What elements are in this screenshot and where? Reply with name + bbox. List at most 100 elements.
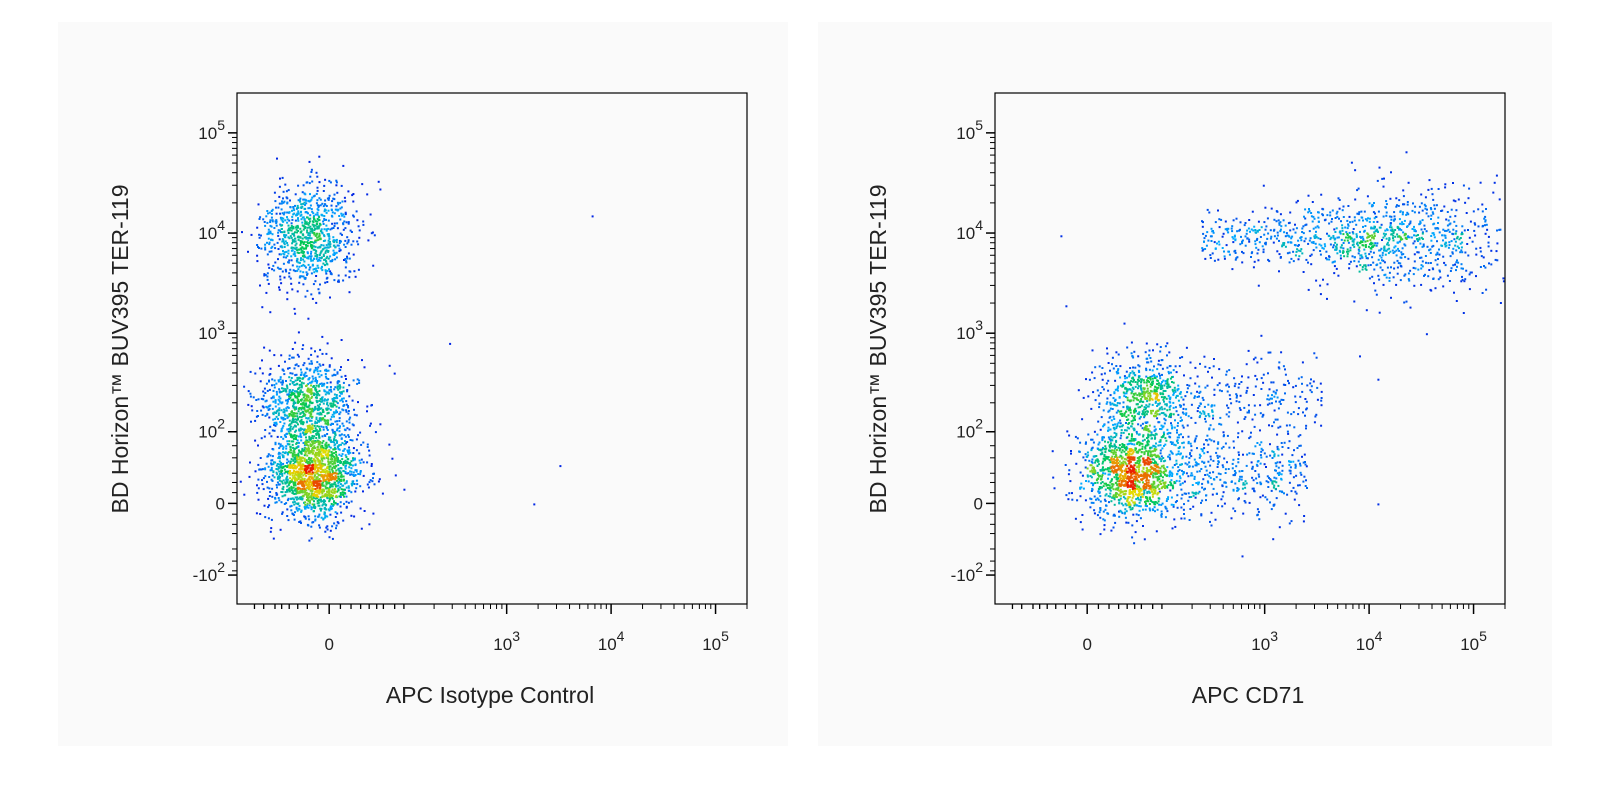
event-dot (315, 171, 318, 174)
event-dot (1424, 273, 1426, 276)
event-dot (345, 378, 347, 380)
event-dot (1089, 497, 1092, 500)
event-dot (338, 250, 341, 253)
event-dot (345, 464, 347, 467)
event-dot (1461, 275, 1463, 278)
event-dot (1304, 414, 1306, 417)
event-dot (322, 253, 325, 256)
event-dot (1241, 375, 1243, 378)
event-dot (337, 388, 340, 391)
event-dot (311, 476, 314, 479)
event-dot (327, 494, 330, 497)
event-dot (1109, 415, 1112, 418)
event-dot (1403, 274, 1406, 277)
event-dot (338, 453, 341, 456)
event-dot (310, 408, 312, 411)
event-dot (318, 466, 321, 469)
event-dot (1239, 243, 1242, 246)
event-dot (337, 522, 340, 525)
event-dot (317, 470, 320, 473)
event-dot (290, 392, 293, 395)
event-dot (295, 225, 298, 228)
event-dot (348, 276, 351, 279)
event-dot (1290, 413, 1293, 416)
event-dot (338, 413, 341, 415)
event-dot (290, 259, 293, 262)
event-dot (322, 518, 325, 521)
event-dot (1246, 411, 1249, 414)
event-dot (329, 255, 332, 258)
event-dot (1331, 218, 1333, 220)
event-dot (1320, 193, 1323, 196)
event-dot (1090, 498, 1093, 501)
event-dot (315, 480, 318, 483)
event-dot (294, 418, 297, 421)
event-dot (294, 219, 297, 222)
event-dot (318, 292, 321, 295)
event-dot (1301, 455, 1303, 458)
event-dot (290, 489, 293, 492)
event-dot (318, 451, 321, 454)
event-dot (318, 204, 320, 207)
event-dot (296, 509, 299, 512)
event-dot (331, 428, 334, 431)
event-dot (334, 483, 337, 486)
event-dot (339, 249, 342, 252)
event-dot (1357, 252, 1360, 255)
event-dot (1107, 436, 1110, 439)
event-dot (368, 481, 371, 484)
event-dot (1243, 418, 1246, 420)
event-dot (1166, 432, 1169, 435)
event-dot (350, 470, 353, 473)
event-dot (299, 475, 302, 478)
event-dot (311, 230, 314, 233)
event-dot (300, 467, 303, 469)
event-dot (270, 466, 273, 469)
event-dot (293, 412, 295, 415)
event-dot (355, 414, 358, 417)
event-dot (1322, 208, 1325, 211)
event-dot (288, 489, 291, 492)
event-dot (314, 447, 317, 450)
event-dot (1170, 422, 1172, 425)
event-dot (1440, 210, 1443, 212)
event-dot (1266, 403, 1269, 406)
event-dot (306, 523, 309, 526)
event-dot (348, 421, 351, 424)
event-dot (269, 530, 272, 533)
event-dot (1406, 201, 1409, 203)
event-dot (1256, 514, 1259, 517)
event-dot (269, 232, 272, 234)
event-dot (1273, 235, 1276, 238)
event-dot (307, 263, 310, 266)
event-dot (332, 400, 335, 403)
event-dot (1461, 225, 1464, 228)
event-dot (294, 193, 297, 196)
event-dot (1209, 254, 1212, 257)
event-dot (303, 260, 306, 263)
event-dot (370, 404, 373, 407)
event-dot (1135, 513, 1138, 516)
event-dot (291, 239, 294, 241)
event-dot (1176, 429, 1178, 432)
event-dot (1381, 177, 1384, 180)
event-dot (1393, 267, 1396, 270)
event-dot (319, 489, 322, 492)
event-dot (312, 410, 315, 413)
event-dot (1223, 457, 1226, 460)
event-dot (308, 518, 311, 521)
event-dot (306, 502, 309, 505)
event-dot (1243, 406, 1246, 409)
event-dot (296, 492, 299, 495)
event-dot (343, 220, 346, 223)
event-dot (358, 236, 361, 239)
event-dot (1087, 395, 1090, 398)
event-dot (304, 501, 307, 504)
event-dot (1212, 487, 1215, 490)
event-dot (283, 503, 286, 505)
event-dot (326, 197, 329, 200)
event-dot (1187, 435, 1190, 438)
event-dot (336, 445, 339, 448)
event-dot (273, 227, 276, 229)
event-dot (335, 256, 338, 259)
